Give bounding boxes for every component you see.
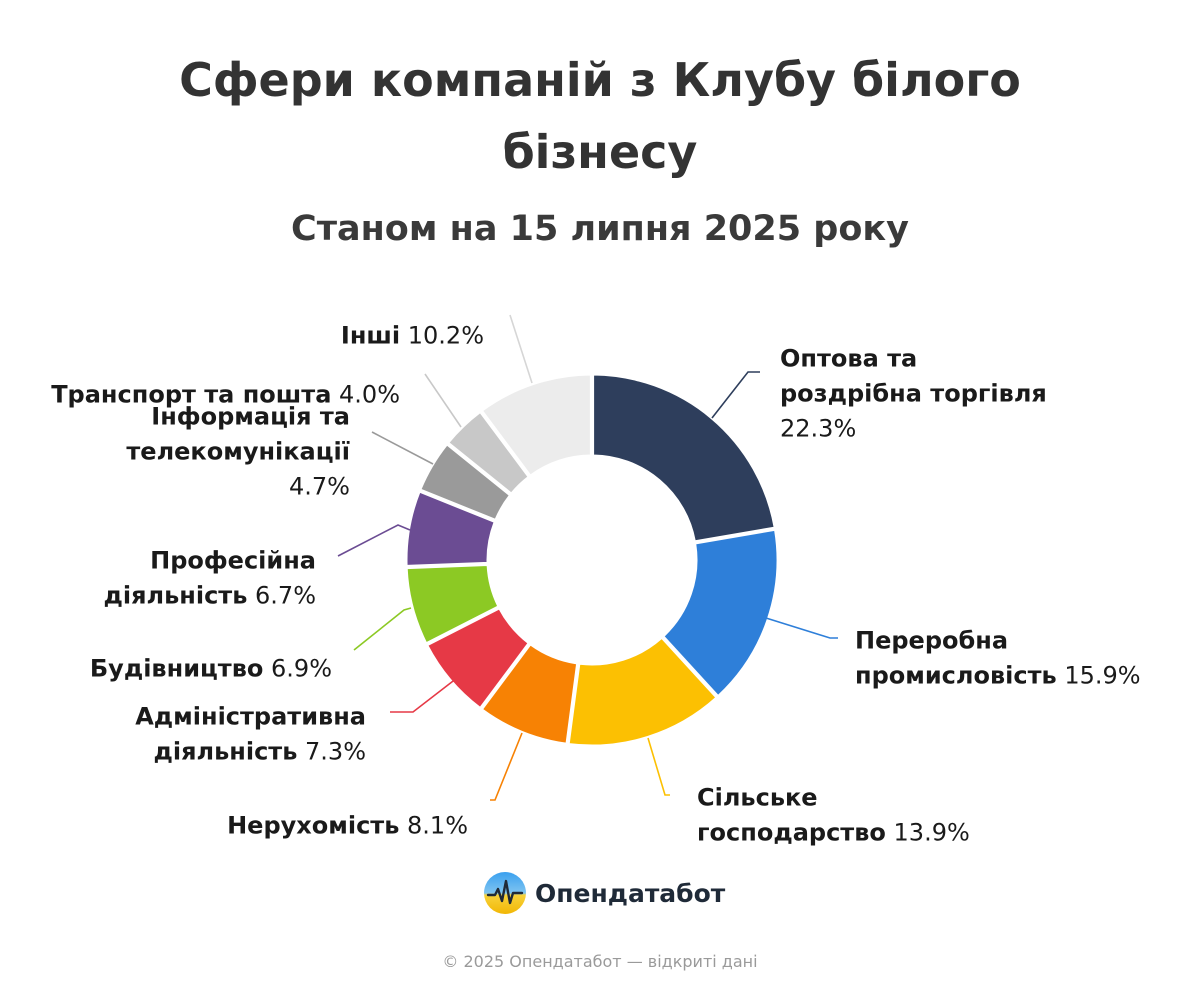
slice-label-name: Транспорт та пошта [51,380,331,408]
slice-label-value: 15.9% [1057,661,1141,689]
slice-label-name: Переробна [855,626,1008,654]
slice-label-name: Інші [341,321,400,349]
slice-label-name: Інформація та [151,402,350,430]
donut-slice-5 [427,608,529,708]
slice-label-name: телекомунікації [126,437,350,465]
chart-subtitle: Станом на 15 липня 2025 року [291,209,909,249]
slice-label-name: роздрібна торгівля [780,379,1047,407]
donut-slice-3 [568,638,717,746]
donut-slice-6 [406,565,499,644]
donut-slice-4 [482,644,578,744]
donut-slice-9 [448,412,529,494]
slice-label-name: діяльність [103,581,247,609]
leader-line-6 [353,607,412,651]
leader-line-10 [509,314,533,384]
opendatabot-logo-icon [484,872,526,914]
slice-label-value: 6.7% [247,581,316,609]
donut-slice-7 [406,491,495,566]
leader-line-3 [647,737,670,796]
slice-label-value: 4.7% [289,472,350,500]
slice-label-value: 22.3% [780,414,856,442]
leader-line-4 [490,732,523,801]
slice-label-name: Нерухомість [227,811,399,839]
slice-label-10: Інші 10.2% [341,321,484,349]
slice-label-value: 7.3% [297,737,366,765]
slice-label-3: Сільське господарство 13.9% [697,783,970,846]
slice-label-1: Оптова та роздрібна торгівля 22.3% [780,344,1047,442]
leader-line-1 [711,371,760,419]
slice-label-2: Переробна промисловість 15.9% [855,626,1141,689]
slice-label-name: Оптова та [780,344,917,372]
donut-slice-10 [482,374,591,476]
leader-line-5 [390,677,458,713]
donut-slice-2 [663,529,778,696]
slice-label-name: Будівництво [90,654,264,682]
brand-name: Опендатабот [535,878,726,908]
slice-label-4: Нерухомість 8.1% [227,811,468,839]
slice-label-name: діяльність [153,737,297,765]
slice-label-value: 13.9% [886,818,970,846]
leader-line-2 [765,617,838,639]
slice-label-value: 8.1% [399,811,468,839]
slice-label-6: Будівництво 6.9% [90,654,332,682]
footer-copyright: © 2025 Опендатабот — відкриті дані [442,952,758,971]
slice-label-9: Транспорт та пошта 4.0% [51,380,400,408]
slice-label-value: 4.0% [331,380,400,408]
chart-title: Сфери компаній з Клубу білого бізнесу [179,53,1021,179]
slice-label-name: промисловість [855,661,1057,689]
leader-line-9 [424,373,462,428]
slice-label-7: Професійна діяльність 6.7% [103,546,316,609]
slice-label-value: 10.2% [400,321,484,349]
slice-label-8: Інформація та телекомунікації 4.7% [126,402,350,500]
slice-label-5: Адміністративна діяльність 7.3% [135,702,366,765]
donut-slice-8 [420,444,510,520]
slice-label-name: Сільське [697,783,818,811]
slice-label-name: господарство [697,818,886,846]
slice-label-value: 6.9% [263,654,332,682]
slice-label-name: Професійна [150,546,316,574]
slice-label-name: Адміністративна [135,702,366,730]
donut-slice-1 [593,374,775,542]
leader-line-7 [337,524,411,557]
brand: Опендатабот [483,870,725,916]
leader-line-8 [371,431,434,465]
